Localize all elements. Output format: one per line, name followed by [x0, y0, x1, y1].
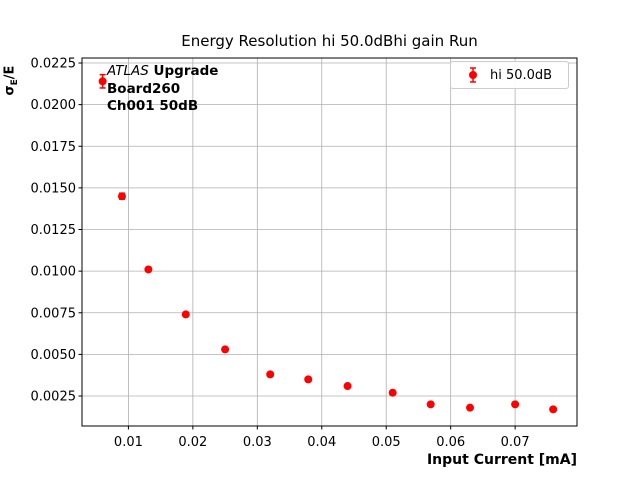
axes-frame — [81, 57, 578, 427]
data-point — [266, 370, 275, 379]
y-tick-label: 0.0075 — [31, 306, 77, 321]
data-point — [343, 382, 352, 391]
y-tick-label: 0.0025 — [31, 390, 77, 405]
y-axis-label: σE/E — [2, 50, 21, 112]
legend: hi 50.0dB — [450, 61, 569, 89]
data-point — [511, 400, 520, 409]
x-tick-label: 0.01 — [114, 435, 143, 450]
annotation-upgrade: Upgrade — [148, 63, 219, 79]
y-tick-label: 0.0100 — [31, 265, 77, 280]
y-tick-label: 0.0200 — [31, 98, 77, 113]
data-point — [117, 192, 126, 201]
annotation-text: ATLAS Upgrade Board260 Ch001 50dB — [107, 63, 218, 116]
annotation-line-2: Board260 — [107, 80, 181, 97]
data-point — [181, 310, 190, 319]
y-tick-label: 0.0050 — [31, 348, 77, 363]
y-axis-label-sigma: σ — [2, 85, 18, 96]
data-point — [388, 388, 397, 397]
chart-title: Energy Resolution hi 50.0dBhi gain Run — [181, 32, 478, 50]
data-point — [549, 405, 558, 414]
x-tick-label: 0.05 — [372, 435, 401, 450]
data-point — [144, 265, 153, 274]
data-point — [304, 375, 313, 384]
annotation-atlas: ATLAS — [107, 63, 149, 79]
data-point — [98, 77, 107, 86]
data-point — [466, 403, 475, 412]
x-tick-label: 0.02 — [178, 435, 207, 450]
data-point — [221, 345, 230, 354]
y-tick-label: 0.0175 — [31, 140, 77, 155]
y-tick-label: 0.0225 — [31, 56, 77, 71]
y-axis-label-rest: /E — [2, 65, 18, 80]
y-axis-label-subscript: E — [10, 79, 21, 86]
y-tick-label: 0.0125 — [31, 223, 77, 238]
x-tick-label: 0.06 — [436, 435, 465, 450]
annotation-line-1: ATLAS Upgrade — [107, 63, 218, 81]
annotation-line-3: Ch001 50dB — [107, 98, 199, 114]
x-axis-label: Input Current [mA] — [426, 452, 577, 468]
x-tick-label: 0.03 — [243, 435, 272, 450]
legend-label: hi 50.0dB — [490, 67, 553, 83]
errorbar-marker-dot — [469, 71, 477, 79]
errorbar-marker-icon — [469, 67, 477, 83]
y-tick-label: 0.0150 — [31, 181, 77, 196]
x-tick-label: 0.04 — [307, 435, 336, 450]
data-point — [426, 400, 435, 409]
x-tick-label: 0.07 — [501, 435, 530, 450]
